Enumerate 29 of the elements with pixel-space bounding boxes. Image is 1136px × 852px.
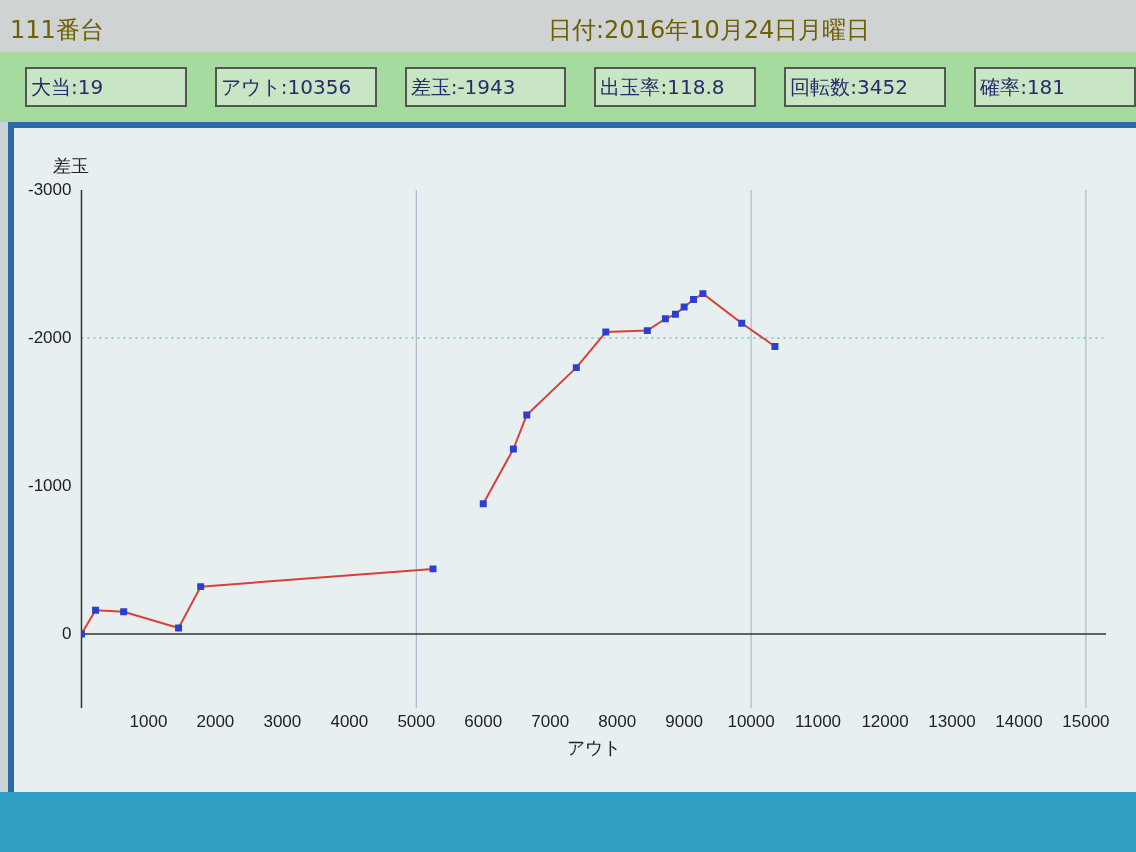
y-tick-label: -2000 — [28, 327, 72, 347]
text: 差玉:-1943 — [404, 67, 567, 107]
y-tick-label: -3000 — [28, 179, 72, 199]
x-tick-label: 11000 — [795, 711, 842, 731]
x-tick-label: 8000 — [598, 711, 637, 731]
x-tick-label: 13000 — [928, 711, 976, 731]
chart-title: 111番台 — [10, 15, 104, 46]
x-tick-label: 14000 — [995, 711, 1043, 731]
y-tick-label: 0 — [62, 623, 72, 643]
x-tick-label: 9000 — [665, 711, 704, 731]
x-tick-label: 1000 — [129, 711, 168, 731]
x-tick-label: 12000 — [861, 711, 909, 731]
x-tick-label: 15000 — [1062, 711, 1110, 731]
y-tick-label: -1000 — [28, 475, 72, 495]
x-tick-label: 5000 — [397, 711, 436, 731]
x-tick-label: 7000 — [531, 711, 570, 731]
x-tick-label: 6000 — [464, 711, 503, 731]
text: 確率:181 — [974, 67, 1136, 107]
x-tick-label: 3000 — [263, 711, 302, 731]
text: 回転数:3452 — [784, 67, 947, 107]
x-tick-label: 4000 — [330, 711, 369, 731]
chart-subtitle: 日付:2016年10月24日月曜日 — [548, 15, 871, 46]
text: 出玉率:118.8 — [594, 67, 757, 107]
x-tick-label: 2000 — [196, 711, 235, 731]
text: 大当:19 — [25, 67, 187, 107]
text: アウト:10356 — [214, 67, 377, 107]
x-tick-label: 10000 — [727, 711, 775, 731]
x-axis-title: アウト — [566, 738, 621, 759]
y-axis-title: 差玉 — [53, 154, 90, 176]
